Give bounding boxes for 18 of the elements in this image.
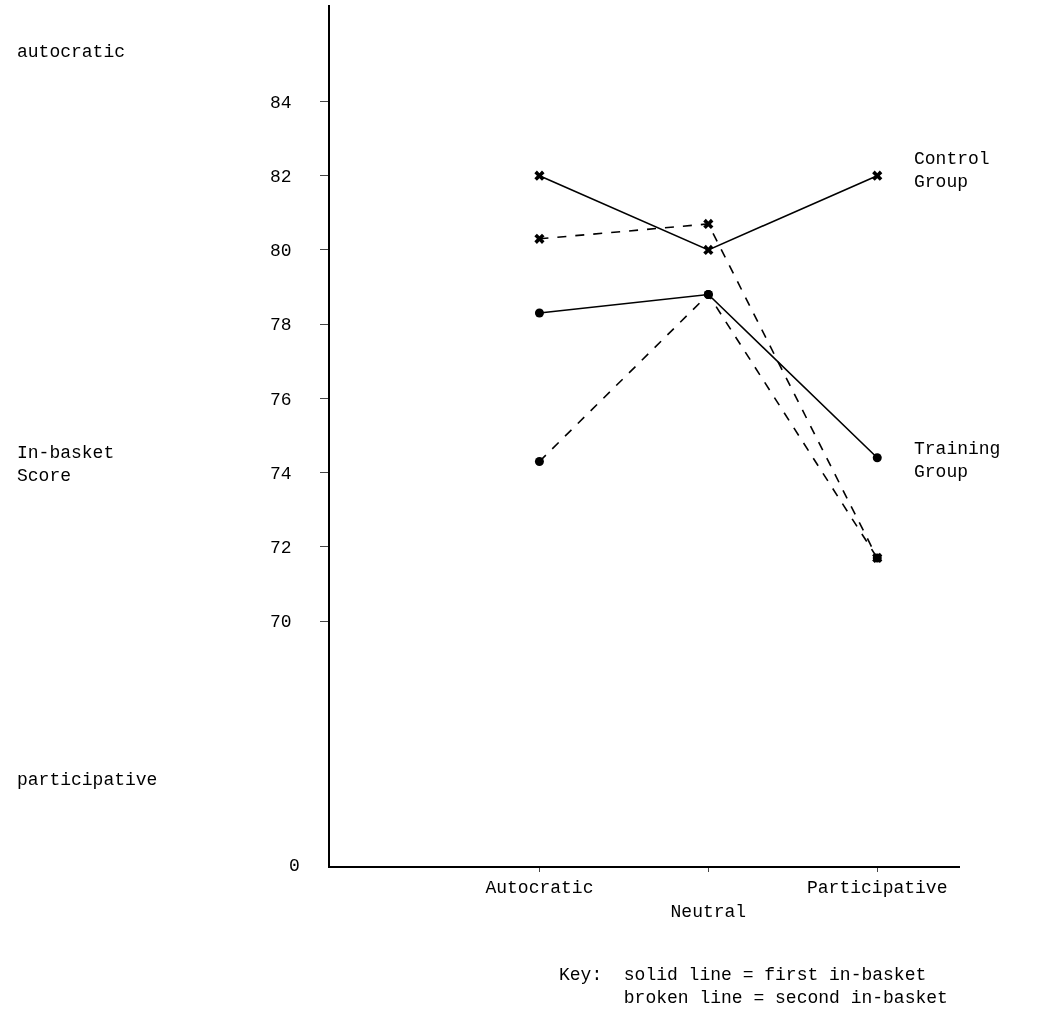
y-tick-label: 70 [270, 612, 292, 633]
y-tick-label: 76 [270, 389, 292, 410]
y-tick-label: 84 [270, 92, 292, 113]
y-tick-label: 78 [270, 315, 292, 336]
y-tick-label: 74 [270, 463, 292, 484]
x-tick-label: Autocratic [485, 878, 594, 899]
y-tick-label: 80 [270, 241, 292, 262]
text: participative [17, 770, 158, 790]
y-tick-label: 82 [270, 167, 292, 188]
y-tick-label: 72 [270, 538, 292, 559]
x-tick-label: Neutral [670, 901, 747, 922]
annotation: Training Group [914, 439, 1001, 483]
text: 0 [289, 856, 300, 876]
text: autocratic [17, 42, 126, 62]
x-tick-label: Participative [807, 878, 948, 899]
text: In-basket Score [17, 443, 115, 487]
annotation: Control Group [914, 149, 990, 193]
text: Key: solid line = first in-basket broken line = second in-basket [559, 965, 948, 1009]
